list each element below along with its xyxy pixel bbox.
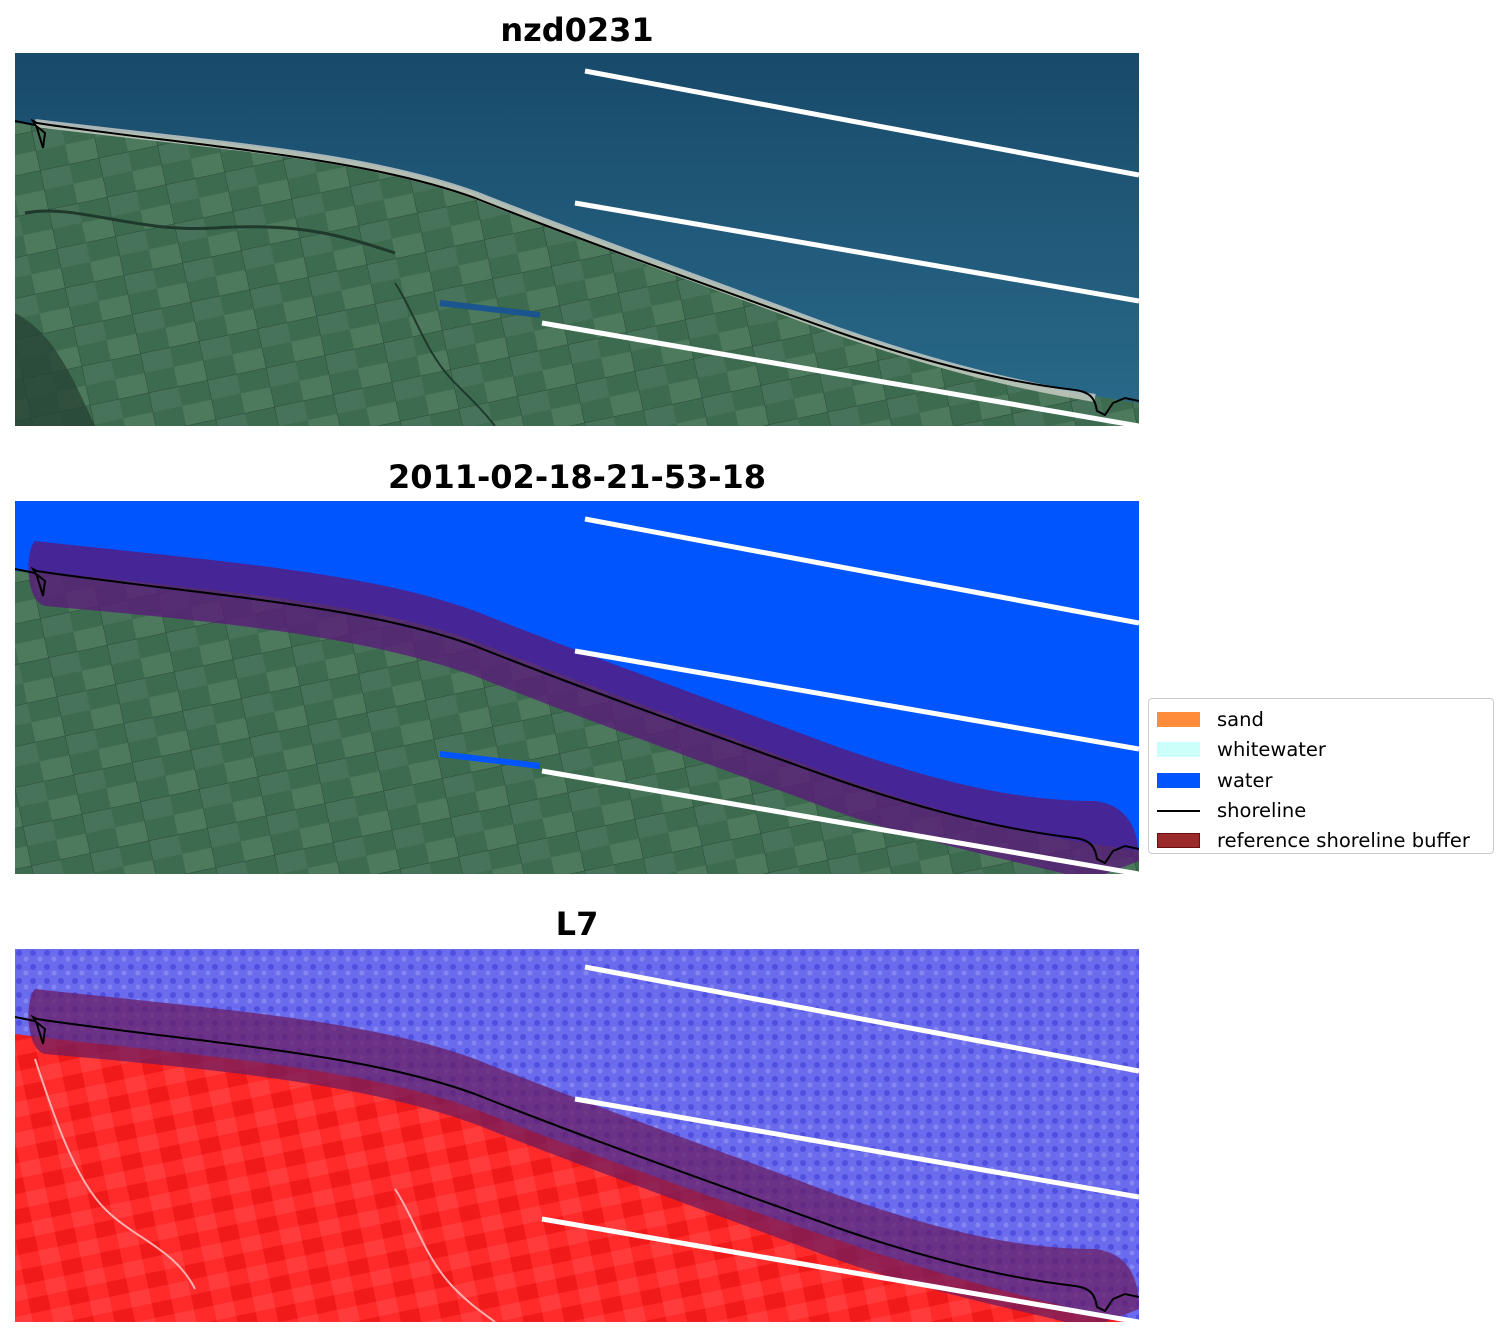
buffer-swatch [1157, 833, 1200, 849]
satellite-rgb-image [15, 53, 1139, 426]
transect-lines [541, 68, 1139, 426]
legend-item-whitewater: whitewater [1149, 735, 1493, 765]
reference-shoreline-buffer [28, 989, 1139, 1322]
sand-swatch [1157, 712, 1200, 727]
legend-label: sand [1217, 708, 1264, 731]
legend-item-sand: sand [1149, 705, 1493, 735]
legend-label: whitewater [1217, 738, 1326, 762]
legend-item-buffer: reference shoreline buffer [1149, 826, 1493, 856]
whitewater-swatch [1157, 742, 1200, 758]
panel-title: 2011-02-18-21-53-18 [387, 458, 767, 496]
legend-label: reference shoreline buffer [1217, 829, 1470, 853]
classified-image [15, 501, 1139, 874]
legend-label: shoreline [1217, 798, 1307, 822]
shoreline-line [15, 566, 1139, 865]
index-image [15, 949, 1139, 1322]
transect-lines [541, 516, 1139, 874]
legend-item-shoreline: shoreline [1149, 796, 1493, 826]
water-swatch [1157, 772, 1200, 788]
shoreline-line [15, 118, 1139, 417]
reference-shoreline-buffer [28, 541, 1139, 874]
panel-title: L7 [555, 905, 599, 943]
shoreline-line [15, 1014, 1139, 1313]
legend: sand whitewater water shoreline referenc… [1148, 698, 1494, 854]
panel-title: nzd0231 [500, 11, 654, 49]
shoreline-swatch [1157, 809, 1200, 812]
legend-label: water [1217, 768, 1273, 792]
legend-item-water: water [1149, 766, 1493, 796]
transect-lines [541, 964, 1139, 1322]
